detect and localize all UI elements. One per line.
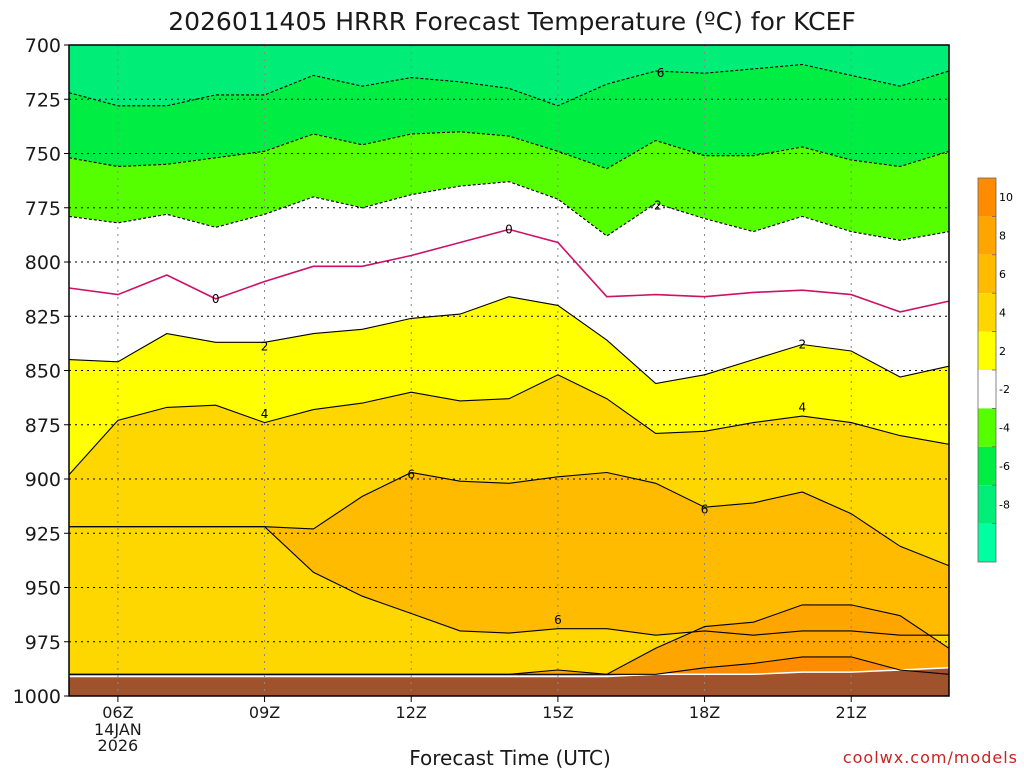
x-tick-label: 18Z — [689, 703, 720, 722]
y-tick-label: 725 — [25, 89, 61, 111]
colorbar-swatch — [978, 216, 996, 255]
y-tick-label: 975 — [25, 632, 61, 654]
colorbar-label: 4 — [999, 306, 1006, 319]
contour-label: 6 — [657, 66, 665, 80]
colorbar-label: -8 — [999, 498, 1010, 511]
colorbar-legend: 10 8 6 4 2 -2 -4 -6 -8 — [977, 177, 1013, 563]
chart-title: 2026011405 HRRR Forecast Temperature (ºC… — [168, 7, 856, 36]
colorbar-label: 8 — [999, 230, 1006, 243]
credit-label: coolwx.com/models — [843, 748, 1018, 767]
isotherm-line — [69, 526, 949, 636]
y-tick-label: 825 — [25, 306, 61, 328]
y-tick-label: 875 — [25, 415, 61, 437]
x-tick-label: 12Z — [396, 703, 427, 722]
contour-label: 0 — [505, 222, 513, 236]
contour-label: 4 — [261, 407, 269, 421]
contour-label: -2 — [650, 199, 662, 213]
colorbar-swatch — [978, 293, 996, 332]
y-tick-label: 925 — [25, 523, 61, 545]
y-tick-label: 950 — [25, 578, 61, 600]
isotherm-line — [68, 181, 950, 241]
surface-ground-layer — [69, 667, 950, 696]
colorbar-swatch — [978, 254, 996, 294]
isotherm-line — [68, 374, 950, 476]
contour-label: 2 — [261, 340, 269, 354]
y-tick-label: 850 — [25, 361, 61, 383]
colorbar-label: -2 — [999, 383, 1010, 396]
colorbar-label: -6 — [999, 460, 1010, 473]
colorbar-swatch — [978, 178, 996, 217]
isotherm-line — [68, 228, 950, 313]
y-axis: 700 725 750 775 800 825 850 875 900 925 950 975 1000 — [13, 35, 69, 708]
colorbar-label: 6 — [999, 268, 1006, 281]
colorbar-label: -4 — [999, 422, 1010, 435]
colorbar-swatch — [978, 485, 996, 524]
surface-line — [69, 667, 950, 678]
x-tick-label: 09Z — [249, 703, 280, 722]
colorbar-swatch — [978, 331, 996, 370]
x-tick-label: 06Z — [102, 703, 133, 722]
isotherm-line — [68, 63, 950, 107]
colorbar-swatch — [978, 446, 996, 486]
colorbar-label: 10 — [999, 191, 1013, 204]
y-tick-label: 700 — [25, 35, 61, 57]
x-tick-label: 21Z — [836, 703, 867, 722]
isotherm-line — [68, 131, 950, 170]
contour-label: 6 — [554, 613, 562, 627]
grid-lines — [69, 45, 949, 696]
contour-label: 0 — [212, 292, 220, 306]
isotherm-line — [68, 296, 950, 385]
y-tick-label: 800 — [25, 252, 61, 274]
colorbar-swatch — [978, 408, 996, 447]
y-tick-label: 775 — [25, 198, 61, 220]
x-axis-label: Forecast Time (UTC) — [409, 746, 611, 768]
isotherm-line — [69, 656, 950, 675]
y-tick-label: 750 — [25, 144, 61, 166]
contour-label: 4 — [799, 400, 807, 414]
temperature-fill-layers — [68, 44, 950, 697]
colorbar-swatch — [978, 523, 996, 562]
colorbar-label: 2 — [999, 345, 1006, 358]
contour-label: 6 — [407, 468, 415, 482]
y-tick-label: 900 — [25, 469, 61, 491]
contour-label: 6 — [701, 502, 709, 516]
x-tick-label: 15Z — [542, 703, 573, 722]
isotherm-lines — [68, 63, 950, 675]
x-tick-sublabel: 14JAN — [94, 720, 142, 739]
contour-labels: 6 -2 0 0 2 2 4 4 6 6 6 — [212, 66, 806, 627]
colorbar-swatch — [978, 370, 996, 409]
y-tick-label: 1000 — [13, 686, 61, 708]
x-tick-sublabel: 2026 — [98, 736, 139, 755]
contour-label: 2 — [799, 337, 807, 351]
